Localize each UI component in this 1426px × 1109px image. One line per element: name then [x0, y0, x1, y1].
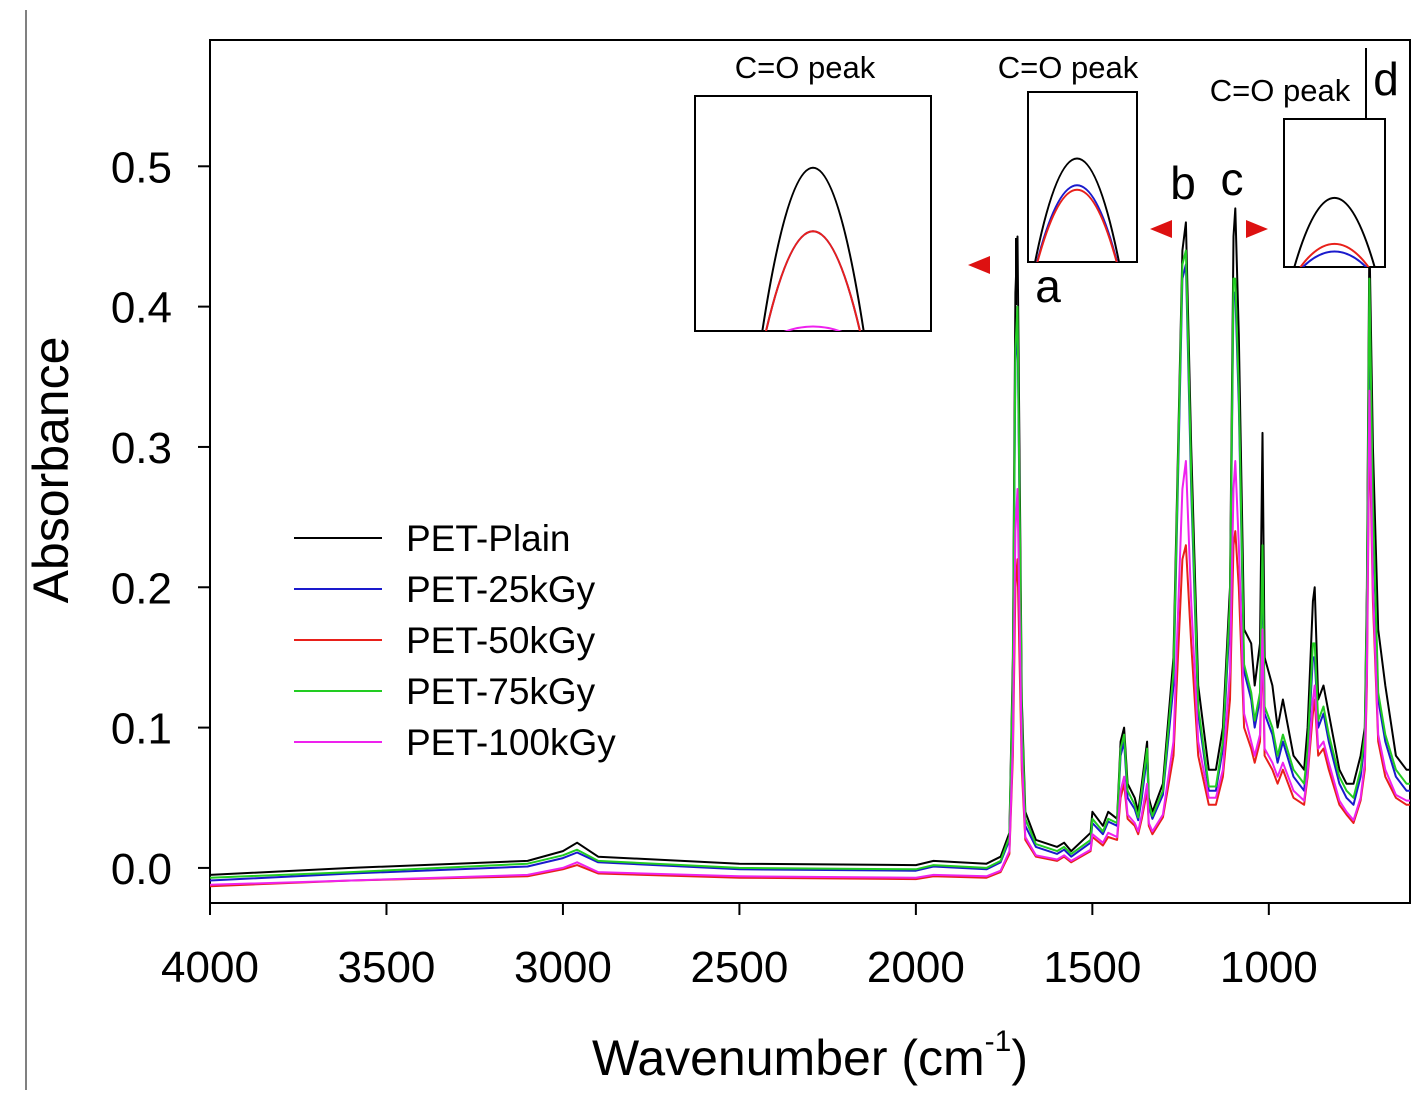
x-tick-label: 1000: [1220, 943, 1318, 992]
y-axis-ticks: 0.0 0.1 0.2 0.3 0.4 0.5: [111, 143, 210, 894]
inset-curve-pet-50kgy: [1299, 242, 1370, 267]
series-line-pet-100kgy: [210, 389, 1410, 886]
y-tick-label: 0.5: [111, 143, 172, 192]
inset-curve-pet-plain: [761, 167, 865, 331]
y-tick-label: 0.4: [111, 284, 172, 333]
x-tick-label: 3000: [514, 943, 612, 992]
inset-title: C=O peak: [1210, 73, 1351, 108]
legend-label: PET-25kGy: [406, 569, 596, 610]
peak-label-c: c: [1221, 153, 1244, 205]
legend-label: PET-75kGy: [406, 671, 596, 712]
legend-label: PET-100kGy: [406, 722, 616, 763]
inset-3: C=O peak: [1210, 73, 1386, 343]
y-tick-label: 0.0: [111, 845, 172, 894]
x-tick-label: 4000: [161, 943, 259, 992]
inset-title: C=O peak: [998, 50, 1139, 85]
inset-curve-pet-plain: [1293, 196, 1376, 267]
x-axis-title: Wavenumber (cm-1): [592, 1025, 1028, 1086]
peak-annotations: a b c d: [1035, 53, 1399, 312]
x-tick-label: 3500: [338, 943, 436, 992]
x-tick-label: 1500: [1043, 943, 1141, 992]
inset-curve-pet-75kgy: [770, 339, 855, 358]
inset-curve-pet-50kgy: [1036, 188, 1118, 262]
arrow-left-icon: [1150, 220, 1172, 238]
y-tick-label: 0.1: [111, 705, 172, 754]
y-tick-label: 0.2: [111, 564, 172, 613]
inset-title: C=O peak: [735, 50, 876, 85]
inset-curve-pet-25kgy: [1301, 250, 1368, 267]
series-line-pet-75kgy: [210, 249, 1410, 879]
peak-label-a: a: [1035, 260, 1061, 312]
x-axis-ticks: 4000 3500 3000 2500 2000 1500 1000: [161, 903, 1318, 992]
y-axis-title: Absorbance: [23, 337, 79, 604]
series-lines: [210, 207, 1410, 888]
legend: PET-Plain PET-25kGy PET-50kGy PET-75kGy PET-…: [294, 518, 616, 763]
x-tick-label: 2500: [690, 943, 788, 992]
inset-curve-pet-100kgy: [783, 325, 843, 331]
inset-2: C=O peak: [998, 50, 1139, 263]
x-tick-label: 2000: [867, 943, 965, 992]
inset-curve-pet-100kgy: [1300, 275, 1369, 320]
inset-curve-pet-50kgy: [765, 230, 861, 331]
inset-curve-pet-75kgy: [1302, 275, 1367, 343]
peak-label-d: d: [1373, 53, 1399, 105]
zoom-insets: C=O peak C=O peak C=O peak: [694, 50, 1386, 358]
legend-label: PET-Plain: [406, 518, 571, 559]
arrow-right-icon: [1246, 220, 1268, 238]
inset-frame: [1283, 118, 1386, 268]
inset-frame: [694, 95, 932, 332]
peak-label-b: b: [1170, 157, 1196, 209]
plot-frame: [209, 39, 1411, 904]
y-tick-label: 0.3: [111, 424, 172, 473]
inset-curve-pet-plain: [1034, 157, 1120, 262]
legend-label: PET-50kGy: [406, 620, 596, 661]
arrow-left-icon: [968, 256, 990, 274]
inset-1: C=O peak: [694, 50, 932, 358]
